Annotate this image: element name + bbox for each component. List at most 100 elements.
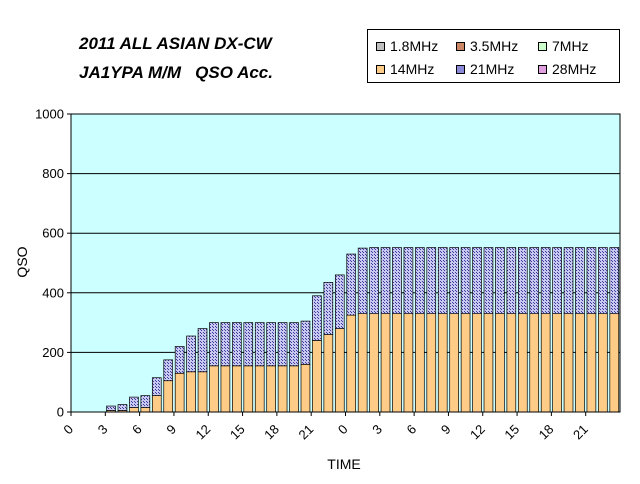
bar-segment-14mhz — [392, 313, 402, 413]
bar-segment-21mhz — [437, 247, 448, 315]
bar-segment-21mhz — [334, 274, 345, 329]
legend-item: 21MHz — [456, 61, 514, 77]
bar-segment-14mhz — [129, 407, 139, 413]
bar-segment-14mhz — [552, 313, 562, 413]
bar-segment-21mhz — [289, 322, 299, 367]
bar-segment-14mhz — [369, 313, 379, 413]
bar-segment-21mhz — [163, 359, 174, 382]
bar-segment-14mhz — [426, 313, 437, 413]
legend-label: 7MHz — [552, 38, 589, 54]
bar-segment-14mhz — [472, 313, 482, 413]
legend-label: 1.8MHz — [390, 38, 439, 54]
bar-segment-21mhz — [529, 247, 540, 315]
bar-segment-21mhz — [472, 247, 482, 315]
chart-legend: 1.8MHz 3.5MHz 7MHz 14MHz 21MHz 28MHz — [367, 29, 620, 83]
bar-segment-21mhz — [415, 247, 425, 315]
x-tick-label: 12 — [193, 422, 214, 443]
legend-item: 7MHz — [538, 38, 589, 54]
bar-segment-21mhz — [426, 247, 437, 315]
bar-segment-14mhz — [300, 363, 311, 413]
bar-segment-14mhz — [174, 372, 185, 413]
bar-segment-14mhz — [495, 313, 505, 413]
bar-segment-21mhz — [540, 247, 551, 315]
bar-segment-21mhz — [117, 404, 128, 411]
bar-segment-21mhz — [254, 322, 265, 367]
bar-segment-21mhz — [151, 377, 162, 396]
bar-segment-14mhz — [323, 334, 334, 413]
legend-label: 28MHz — [552, 61, 597, 77]
legend-swatch — [456, 64, 465, 74]
bar-segment-14mhz — [232, 365, 242, 413]
bar-segment-14mhz — [163, 380, 174, 413]
bar-segment-21mhz — [495, 247, 505, 315]
bar-segment-21mhz — [174, 346, 185, 374]
bar-segment-14mhz — [266, 365, 276, 413]
x-tick-label: 15 — [501, 422, 522, 443]
chart-title-line1: 2011 ALL ASIAN DX-CW — [79, 34, 272, 53]
bar-segment-14mhz — [506, 313, 517, 413]
x-tick-label: 3 — [369, 422, 385, 438]
x-tick-label: 6 — [404, 422, 420, 438]
bar-segment-21mhz — [575, 247, 585, 315]
bar-segment-21mhz — [232, 322, 242, 367]
legend-item: 28MHz — [538, 61, 596, 77]
x-tick-label: 21 — [295, 422, 316, 443]
bar-segment-21mhz — [209, 322, 219, 367]
bar-segment-14mhz — [312, 340, 322, 413]
bar-segment-21mhz — [357, 247, 368, 315]
bar-segment-14mhz — [529, 313, 540, 413]
x-tick-label: 18 — [261, 422, 282, 443]
bar-segment-14mhz — [357, 313, 368, 413]
bar-segment-14mhz — [403, 313, 414, 413]
bar-segment-21mhz — [220, 322, 231, 367]
bar-segment-21mhz — [277, 322, 288, 367]
bar-segment-21mhz — [506, 247, 517, 315]
legend-item: 1.8MHz — [376, 38, 438, 54]
x-tick-label: 18 — [536, 422, 557, 443]
legend-label: 14MHz — [390, 61, 435, 77]
bar-segment-14mhz — [517, 313, 528, 413]
x-tick-label: 9 — [163, 422, 179, 438]
bar-segment-21mhz — [266, 322, 276, 367]
bar-segment-21mhz — [186, 335, 196, 373]
bar-segment-14mhz — [415, 313, 425, 413]
y-tick-label: 800 — [42, 166, 64, 181]
x-tick-label: 12 — [467, 422, 488, 443]
legend-swatch — [538, 64, 547, 74]
bar-segment-21mhz — [460, 247, 471, 315]
x-tick-label: 6 — [129, 422, 145, 438]
y-tick-label: 200 — [42, 345, 64, 360]
bar-segment-14mhz — [598, 313, 608, 413]
legend-swatch — [538, 41, 547, 51]
bar-segment-21mhz — [609, 247, 620, 315]
bar-segment-21mhz — [403, 247, 414, 315]
bar-segment-14mhz — [289, 365, 299, 413]
bar-segment-21mhz — [346, 253, 357, 316]
bar-segment-21mhz — [300, 320, 311, 365]
bar-segment-14mhz — [186, 371, 196, 413]
bar-segment-14mhz — [140, 407, 151, 413]
bar-segment-14mhz — [437, 313, 448, 413]
bar-segment-14mhz — [380, 313, 391, 413]
bar-segment-14mhz — [483, 313, 494, 413]
bar-segment-21mhz — [369, 247, 379, 315]
x-tick-label: 0 — [60, 422, 76, 438]
bar-segment-21mhz — [586, 247, 597, 315]
legend-swatch — [376, 41, 385, 51]
bar-segment-14mhz — [254, 365, 265, 413]
bar-segment-21mhz — [323, 282, 334, 335]
y-tick-label: 600 — [42, 226, 64, 241]
x-tick-label: 9 — [438, 422, 454, 438]
x-tick-label: 0 — [335, 422, 351, 438]
bar-segment-14mhz — [151, 395, 162, 413]
bar-segment-21mhz — [392, 247, 402, 315]
bar-segment-21mhz — [483, 247, 494, 315]
legend-swatch — [456, 41, 465, 51]
bar-segment-21mhz — [449, 247, 459, 315]
x-axis-label: TIME — [327, 456, 360, 472]
legend-label: 3.5MHz — [470, 38, 519, 54]
bar-segment-21mhz — [129, 396, 139, 408]
bar-segment-14mhz — [540, 313, 551, 413]
chart-title-line2: JA1YPA M/M QSO Acc. — [79, 63, 273, 82]
